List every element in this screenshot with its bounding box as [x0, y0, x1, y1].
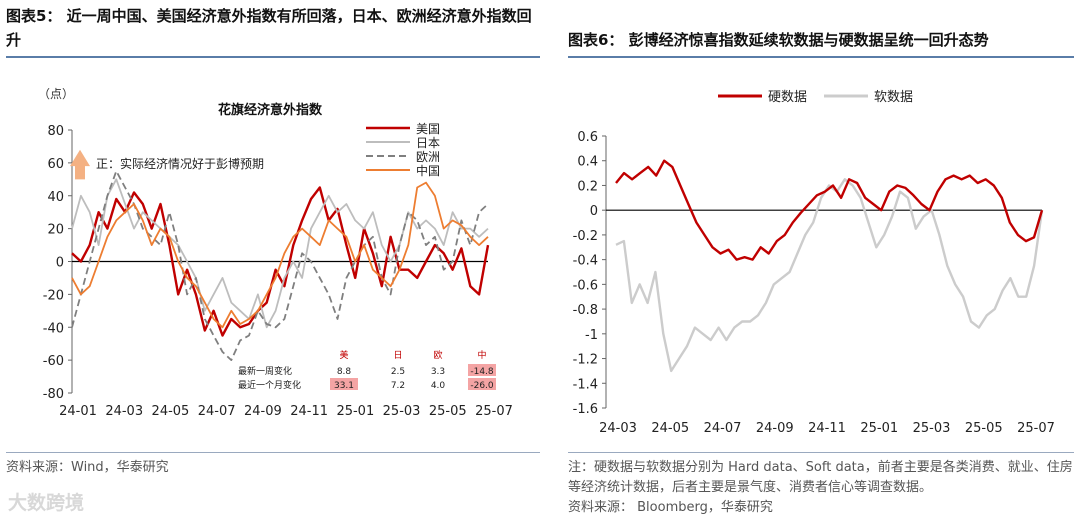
x-tick-label: 24-01 — [59, 404, 97, 419]
right-source-note: 资料来源： Bloomberg，华泰研究 — [568, 500, 773, 515]
x-tick-label: 25-03 — [383, 404, 421, 419]
y-tick-label: -1.2 — [573, 353, 598, 368]
x-tick-label: 24-09 — [244, 404, 282, 419]
series-line — [71, 178, 489, 329]
table-cell: 3.3 — [431, 367, 445, 377]
table-cell: -26.0 — [470, 381, 494, 391]
y-tick-label: 20 — [47, 223, 64, 238]
x-tick-label: 24-11 — [290, 404, 328, 419]
y-unit-label: （点） — [38, 87, 74, 101]
y-tick-label: 0 — [590, 204, 598, 219]
x-tick-label: 25-05 — [965, 421, 1003, 436]
series-line — [71, 170, 489, 362]
right-title-rule — [568, 56, 1074, 58]
series-line — [615, 178, 1044, 373]
table-cell: 8.8 — [337, 367, 352, 377]
x-tick-label: 24-07 — [704, 421, 742, 436]
x-tick-label: 25-05 — [429, 404, 467, 419]
legend-label: 硬数据 — [768, 90, 807, 105]
series-line — [615, 159, 1044, 261]
x-tick-label: 24-03 — [599, 421, 637, 436]
y-tick-label: -0.8 — [573, 303, 598, 318]
y-tick-label: -1 — [585, 328, 598, 343]
legend-label: 中国 — [416, 163, 440, 178]
table-header: 欧 — [433, 349, 442, 361]
table-header: 中 — [477, 349, 486, 361]
right-panel-title: 图表6： 彭博经济惊喜指数延续软数据与硬数据呈统一回升态势 — [568, 31, 989, 49]
legend-label: 美国 — [416, 122, 440, 136]
positive-annotation: 正：实际经济情况好于彭博预期 — [96, 156, 264, 171]
table-cell: 2.5 — [391, 367, 405, 377]
table-header: 日 — [393, 350, 402, 361]
table-row-label: 最近一个月变化 — [238, 379, 301, 391]
table-cell-highlight — [330, 378, 358, 390]
left-source-note: 资料来源：Wind，华泰研究 — [6, 460, 169, 475]
table-cell-highlight — [468, 364, 496, 376]
table-cell: -14.8 — [470, 367, 494, 377]
y-tick-label: -0.4 — [573, 254, 598, 269]
y-tick-label: -0.6 — [573, 278, 598, 293]
x-tick-label: 24-03 — [105, 404, 143, 419]
left-panel-title: 图表5： 近一周中国、美国经济意外指数有所回落，日本、欧洲经济意外指数回升 — [6, 7, 532, 49]
series-line — [71, 186, 490, 337]
y-tick-label: 40 — [47, 190, 64, 205]
table-cell-highlight — [468, 378, 496, 390]
x-tick-label: 25-03 — [913, 421, 951, 436]
legend-label: 软数据 — [874, 90, 913, 105]
legend-label: 日本 — [416, 136, 440, 150]
y-tick-label: -60 — [43, 354, 64, 369]
y-tick-label: 0 — [56, 256, 64, 271]
x-tick-label: 24-05 — [152, 404, 190, 419]
up-arrow-icon — [70, 149, 90, 180]
series-line — [71, 181, 489, 329]
y-tick-label: -20 — [43, 288, 64, 303]
left-title-rule — [6, 56, 540, 58]
table-row-label: 最新一周变化 — [238, 365, 292, 377]
x-tick-label: 25-07 — [1017, 421, 1055, 436]
bloomberg-surprise-chart: 0.6 0.4 0.2 0 -0.2 -0.4 -0.6 -0.8 -1 -1.2 -1.4 -1.6… — [573, 90, 1055, 436]
legend-label: 欧洲 — [416, 150, 440, 164]
y-tick-label: 0.4 — [577, 155, 598, 170]
left-footer-rule — [6, 452, 540, 453]
table-cell: 33.1 — [334, 381, 354, 391]
x-tick-label: 25-07 — [475, 404, 513, 419]
citi-surprise-chart: （点） 花旗经济意外指数 80 60 40 20 0 -20 -40 -60 -80 24-01 24-… — [38, 87, 513, 419]
x-tick-label: 24-09 — [756, 421, 794, 436]
table-cell: 4.0 — [431, 381, 446, 391]
y-tick-label: 80 — [47, 124, 64, 139]
y-tick-label: 0.6 — [577, 130, 598, 145]
y-tick-label: -0.2 — [573, 229, 598, 244]
y-tick-label: -40 — [43, 321, 64, 336]
x-tick-label: 25-01 — [336, 404, 374, 419]
x-tick-label: 24-07 — [198, 404, 236, 419]
right-footer-rule — [568, 452, 1074, 453]
y-tick-label: 0.2 — [577, 179, 598, 194]
x-tick-label: 24-05 — [651, 421, 689, 436]
watermark-logo: 大数跨境 — [8, 492, 85, 514]
y-tick-label: -1.6 — [573, 402, 598, 417]
table-cell: 7.2 — [391, 381, 405, 391]
x-tick-label: 25-01 — [860, 421, 898, 436]
right-explanatory-note: 注：硬数据与软数据分别为 Hard data、Soft data，前者主要是各类… — [568, 460, 1073, 495]
table-header: 美 — [339, 349, 348, 361]
y-tick-label: 60 — [47, 157, 64, 172]
y-tick-label: -80 — [43, 387, 64, 402]
y-tick-label: -1.4 — [573, 377, 598, 392]
chart-title: 花旗经济意外指数 — [218, 102, 323, 118]
x-tick-label: 24-11 — [808, 421, 846, 436]
